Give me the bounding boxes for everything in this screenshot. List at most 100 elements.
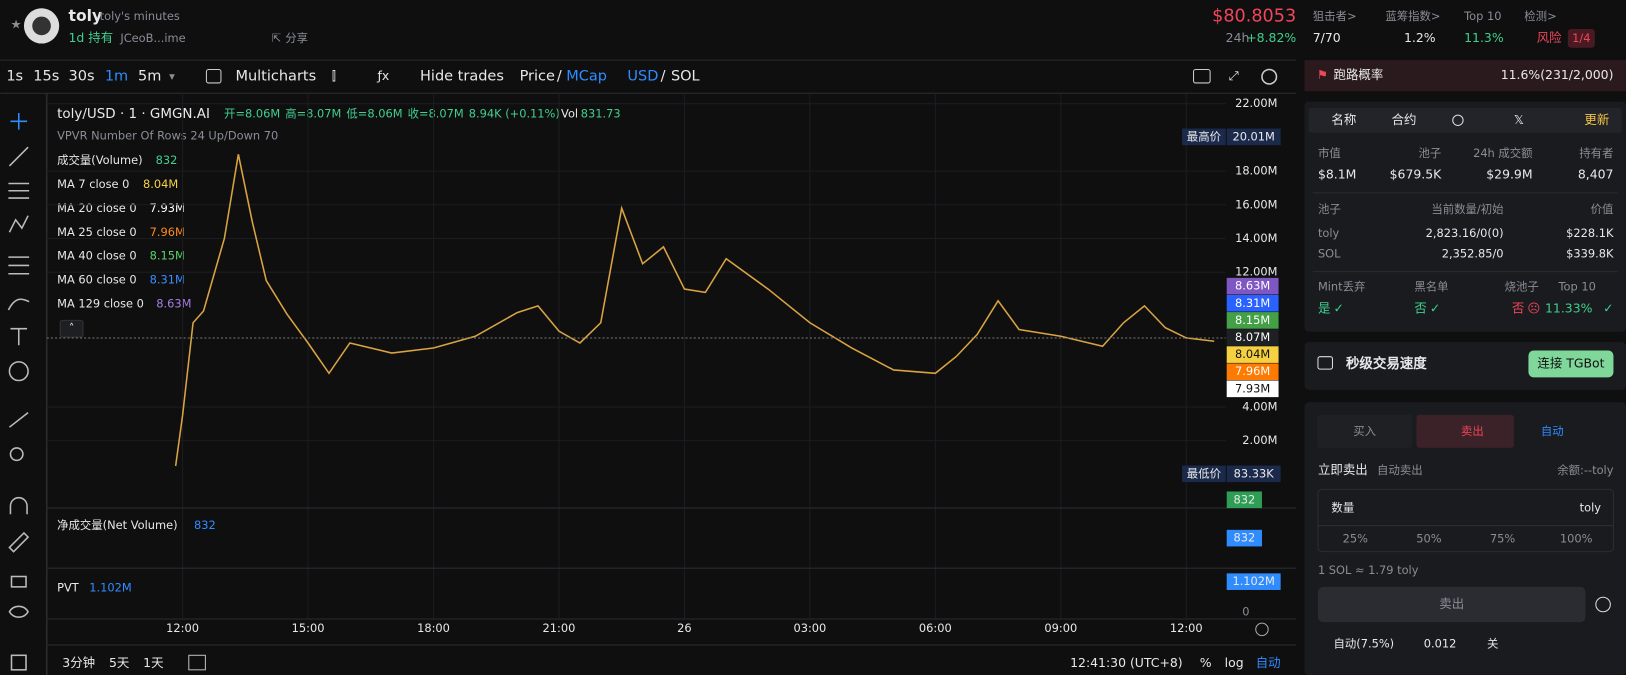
ma-value: 8.04M: [143, 177, 178, 191]
multicharts[interactable]: Multicharts: [235, 69, 316, 85]
x-tick-label: 15:00: [292, 621, 325, 635]
pool-cell: $228.1K: [1566, 226, 1614, 240]
lines-tool[interactable]: [8, 182, 30, 199]
x-tick-label: 21:00: [543, 621, 576, 635]
check-icon: ✓: [1334, 300, 1344, 315]
percent-option[interactable]: 75%: [1490, 532, 1515, 546]
address[interactable]: JCeoB...ime: [119, 31, 185, 45]
ma-legend: MA 7 close 0 8.04M MA 20 close 0 7.93M MA 25…: [57, 177, 191, 310]
ohlc: 收=8.07M: [408, 107, 464, 121]
ma-label: MA 129 close 0: [57, 296, 144, 310]
interval[interactable]: 1m: [105, 69, 128, 85]
tab[interactable]: 合约: [1392, 112, 1417, 127]
lock-draw-tool[interactable]: [8, 531, 30, 553]
hide-trades[interactable]: Hide trades: [420, 69, 504, 85]
calendar-icon[interactable]: [188, 654, 206, 671]
auto-sell[interactable]: 自动卖出: [1377, 463, 1423, 477]
magnet-tool[interactable]: [9, 497, 28, 515]
trade-tab[interactable]: 自动: [1541, 424, 1564, 438]
rug-icon: ⚑: [1317, 67, 1328, 82]
metric-label[interactable]: 检测>: [1524, 9, 1556, 23]
text-tool[interactable]: [10, 327, 28, 346]
settings-icon[interactable]: [1261, 68, 1278, 85]
x-tick-label: 03:00: [793, 621, 826, 635]
x-icon[interactable]: 𝕏: [1514, 112, 1524, 127]
tag-bg: [1226, 346, 1279, 363]
sol-toggle[interactable]: SOL: [671, 69, 700, 85]
fib-tool[interactable]: [8, 256, 30, 275]
pattern-tool[interactable]: [8, 215, 29, 233]
interval[interactable]: 1s: [6, 69, 23, 85]
metric-value: 11.3%: [1464, 30, 1504, 45]
pool-header: 当前数量/初始: [1431, 202, 1504, 216]
share-icon: ⇱: [272, 31, 282, 45]
percent-toggle[interactable]: %: [1200, 655, 1212, 670]
amount-label: 数量: [1331, 501, 1354, 515]
amount-box[interactable]: [1317, 488, 1614, 553]
emoji-tool[interactable]: [8, 361, 29, 382]
sell-tab[interactable]: [1416, 414, 1514, 448]
range[interactable]: 5天: [109, 655, 129, 670]
header: ★ toly toly's minutes 1d 持有 JCeoB...ime …: [10, 7, 1595, 48]
candle-icon[interactable]: ⫿: [332, 68, 336, 83]
ruler-tool[interactable]: [8, 412, 29, 428]
percent-option[interactable]: 100%: [1560, 532, 1593, 546]
percent-option[interactable]: 25%: [1343, 532, 1368, 546]
sell-now[interactable]: 立即卖出: [1318, 462, 1368, 477]
sell-button[interactable]: [1317, 586, 1586, 623]
footer-item: 自动(7.5%): [1334, 636, 1395, 650]
low-label: 最低价: [1187, 466, 1222, 480]
interval[interactable]: 15s: [33, 69, 59, 85]
mcap-toggle[interactable]: MCap: [566, 69, 607, 85]
visibility-tool[interactable]: [8, 605, 29, 618]
volume: 832: [156, 153, 178, 167]
lock-tool[interactable]: [10, 575, 27, 588]
ma-tags: 8.63M 8.31M 8.15M 8.07M 8.04M 7.96M 7.93M: [1226, 277, 1279, 398]
ma-label: MA 25 close 0: [57, 225, 137, 239]
delete-tool[interactable]: [10, 654, 27, 671]
range[interactable]: 3分钟: [62, 655, 95, 670]
tag-bg: [1226, 380, 1279, 398]
usd-toggle[interactable]: USD: [627, 69, 658, 85]
tgbot-button[interactable]: [1528, 350, 1614, 378]
volume-label: 成交量(Volume): [57, 153, 142, 167]
share[interactable]: 分享: [285, 31, 308, 45]
percent-option[interactable]: 50%: [1416, 532, 1441, 546]
indicator-icon[interactable]: ƒx: [377, 68, 390, 83]
web-icon[interactable]: [1452, 114, 1464, 126]
buy-tab[interactable]: [1316, 414, 1413, 448]
x-tick-label: 12:00: [166, 621, 199, 635]
rug-label: 跑路概率: [1334, 67, 1384, 82]
tag-bg: [1226, 277, 1279, 295]
brush-tool[interactable]: [7, 298, 30, 311]
axis-settings[interactable]: [1255, 622, 1269, 637]
price-toggle[interactable]: Price: [520, 69, 555, 85]
sell-settings[interactable]: [1595, 596, 1611, 613]
interval[interactable]: 5m: [138, 69, 161, 85]
metric-label[interactable]: 狙击者>: [1313, 9, 1357, 23]
fullscreen-icon[interactable]: ⤢: [1228, 68, 1239, 83]
footer-item[interactable]: 关: [1487, 636, 1498, 650]
ma-tag: 8.07M: [1235, 330, 1270, 344]
ma-tag: 8.04M: [1235, 347, 1270, 361]
crosshair-tool[interactable]: [10, 113, 28, 130]
metric-label: Top 10: [1463, 9, 1501, 23]
axis-tags: 最高价 20.01M 最低价 83.33K 832 832 1.102M 0: [1182, 128, 1281, 618]
tgbot-label: 连接 TGBot: [1537, 355, 1604, 370]
camera-icon[interactable]: [1193, 68, 1211, 84]
ma-value: 7.93M: [150, 201, 185, 215]
collapse-button[interactable]: [59, 319, 84, 338]
zoom-tool[interactable]: [9, 447, 24, 462]
metric-label[interactable]: 蓝筹指数>: [1385, 9, 1440, 23]
risk-count: 1/4: [1572, 31, 1590, 45]
range[interactable]: 1天: [143, 655, 163, 670]
star-icon[interactable]: ★: [10, 16, 21, 31]
trendline-tool[interactable]: [8, 146, 29, 167]
tab[interactable]: 名称: [1331, 112, 1356, 127]
tab[interactable]: 更新: [1584, 112, 1609, 127]
auto-toggle[interactable]: 自动: [1256, 655, 1281, 670]
log-toggle[interactable]: log: [1225, 655, 1244, 670]
dropdown-icon[interactable]: ▾: [169, 69, 175, 83]
interval[interactable]: 30s: [69, 69, 95, 85]
collapse-icon: ˄: [69, 321, 75, 335]
